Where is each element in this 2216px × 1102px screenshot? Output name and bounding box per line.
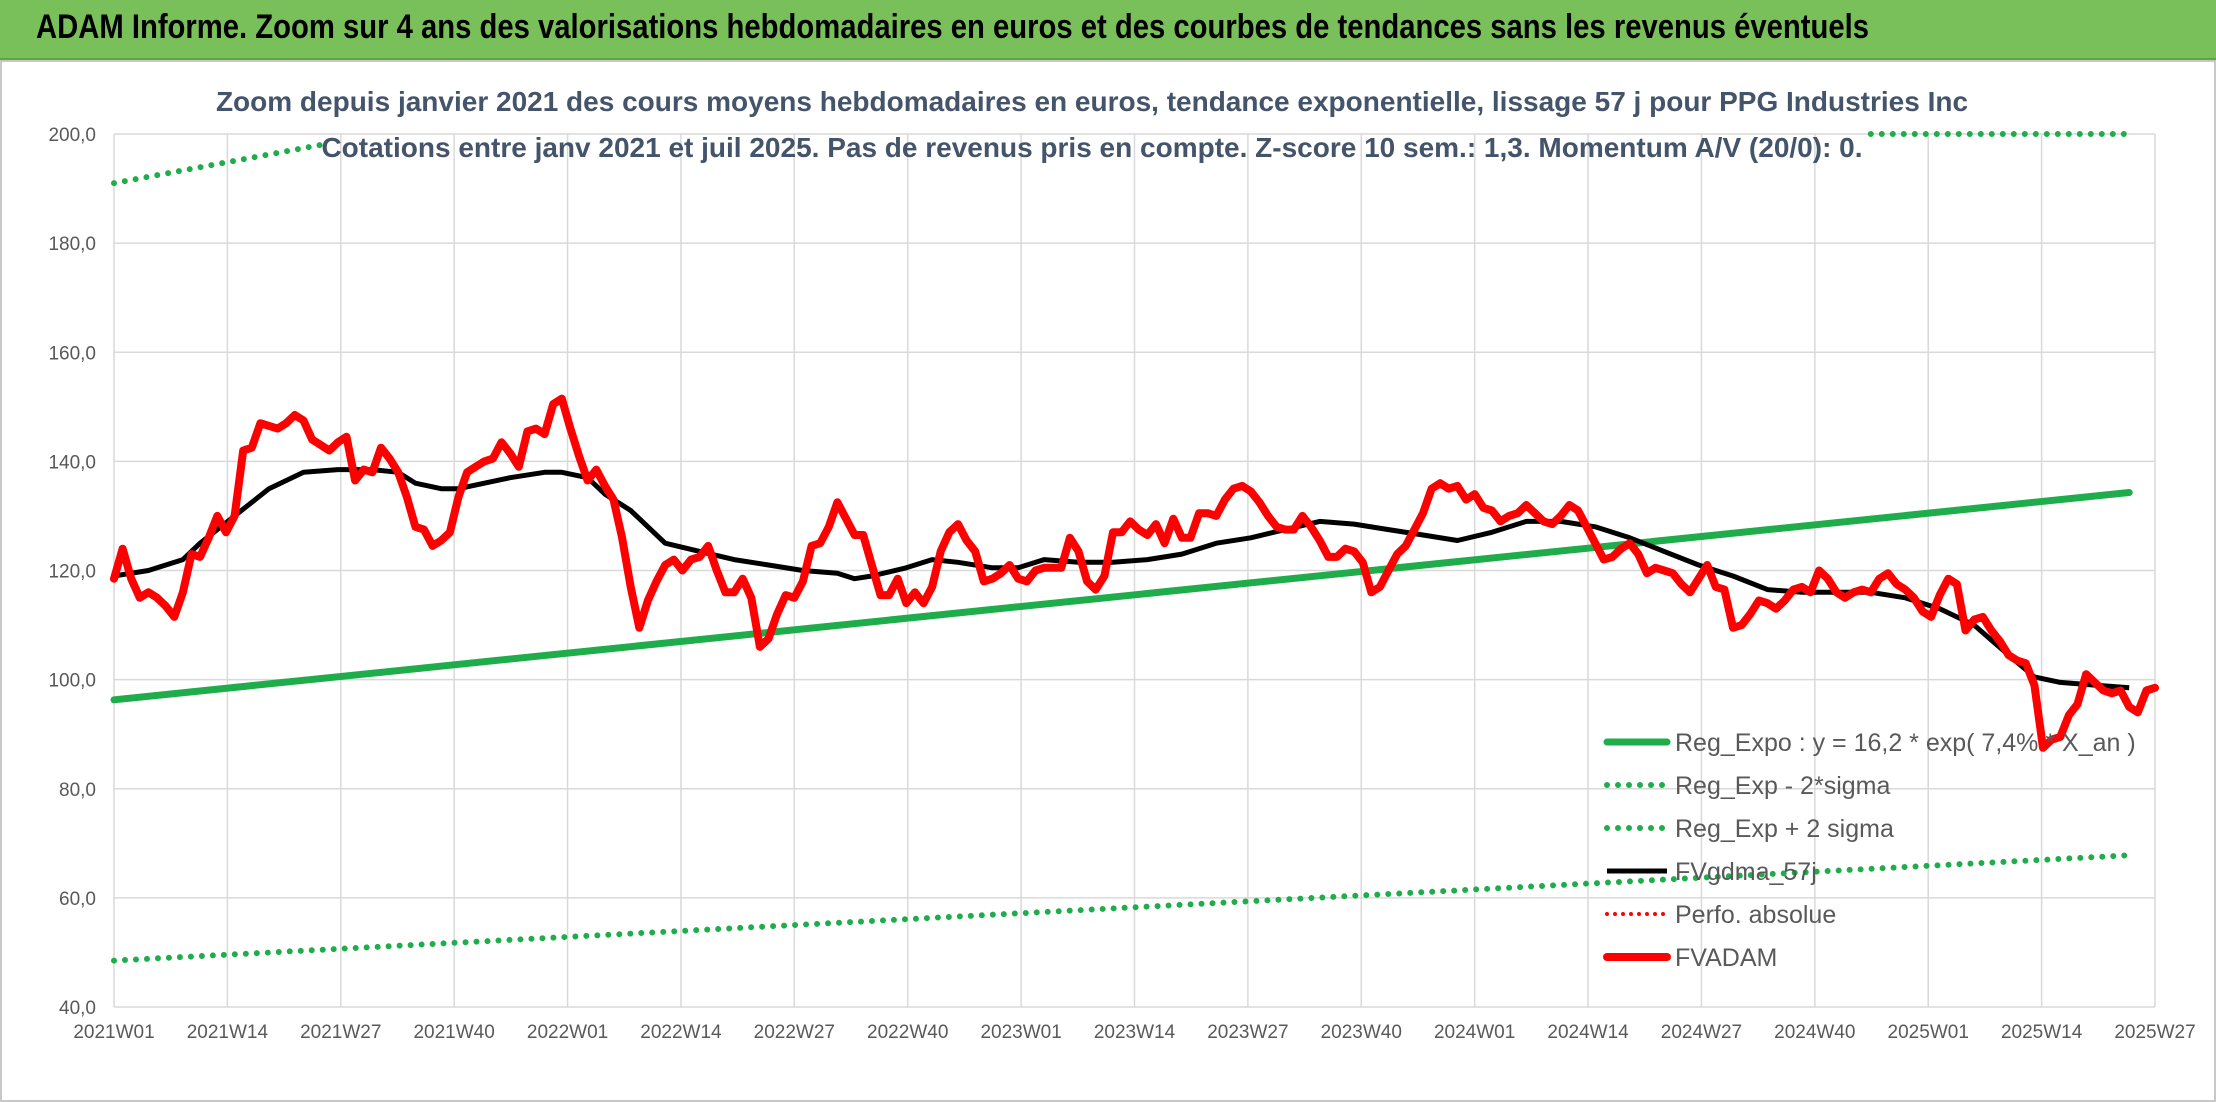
chart-subtitle-1: Zoom depuis janvier 2021 des cours moyen…	[216, 86, 1968, 117]
gridlines	[113, 133, 2156, 1008]
x-tick-label: 2023W14	[1094, 1022, 1176, 1043]
chart-panel: 40,0 60,0 80,0 100,0 120,0 140,0 160,0 180,0 200…	[0, 60, 2216, 1102]
report-title: ADAM Informe. Zoom sur 4 ans des valoris…	[36, 8, 1869, 46]
legend-label: Reg_Expo : y = 16,2 * exp( 7,4% * X_an )	[1675, 729, 2136, 757]
x-tick-label: 2024W14	[1547, 1022, 1629, 1043]
y-tick-label: 80,0	[59, 780, 96, 801]
x-tick-label: 2021W27	[300, 1022, 381, 1043]
series-line-1	[111, 852, 2133, 964]
x-tick-label: 2024W27	[1661, 1022, 1742, 1043]
legend-label: FVADAM	[1675, 944, 1777, 972]
x-tick-label: 2024W40	[1774, 1022, 1855, 1043]
y-tick-label: 120,0	[48, 562, 96, 583]
y-tick-label: 160,0	[48, 343, 96, 364]
x-tick-label: 2022W40	[867, 1022, 948, 1043]
title-banner: ADAM Informe. Zoom sur 4 ans des valoris…	[0, 0, 2216, 60]
legend-label: Perfo. absolue	[1675, 901, 1836, 929]
x-tick-label: 2021W40	[413, 1022, 494, 1043]
y-tick-label: 140,0	[48, 452, 96, 473]
chart-subtitle-2: Cotations entre janv 2021 et juil 2025. …	[321, 132, 1862, 163]
x-tick-label: 2025W01	[1888, 1022, 1969, 1043]
y-tick-label: 100,0	[48, 671, 96, 692]
x-tick-label: 2025W27	[2114, 1022, 2195, 1043]
legend-label: Reg_Exp + 2 sigma	[1675, 815, 1894, 843]
x-axis: 2021W01 2021W14 2021W27 2021W40 2022W01 2022W…	[73, 1022, 2195, 1043]
x-tick-label: 2022W14	[640, 1022, 722, 1043]
y-tick-label: 60,0	[59, 889, 96, 910]
y-axis: 40,0 60,0 80,0 100,0 120,0 140,0 160,0 180,0 200…	[48, 125, 96, 1019]
series-line-3	[113, 467, 2130, 691]
y-tick-label: 180,0	[48, 234, 96, 255]
legend: Reg_Expo : y = 16,2 * exp( 7,4% * X_an )…	[1603, 729, 2136, 972]
x-tick-label: 2024W01	[1434, 1022, 1515, 1043]
x-tick-label: 2021W14	[187, 1022, 269, 1043]
series-line-5	[110, 394, 2159, 752]
legend-label: Reg_Exp - 2*sigma	[1675, 772, 1890, 800]
x-tick-label: 2023W01	[980, 1022, 1061, 1043]
y-tick-label: 40,0	[59, 998, 96, 1019]
x-tick-label: 2022W27	[754, 1022, 835, 1043]
y-tick-label: 200,0	[48, 125, 96, 146]
series-layer	[110, 131, 2159, 964]
x-tick-label: 2023W40	[1321, 1022, 1402, 1043]
series-line-2	[111, 141, 324, 187]
legend-label: FVgdma_57j	[1675, 858, 1817, 886]
x-tick-label: 2025W14	[2001, 1022, 2083, 1043]
x-tick-label: 2022W01	[527, 1022, 608, 1043]
series-line-0	[110, 489, 2133, 704]
x-tick-label: 2021W01	[73, 1022, 154, 1043]
line-chart: 40,0 60,0 80,0 100,0 120,0 140,0 160,0 180,0 200…	[48, 86, 2195, 1043]
x-tick-label: 2023W27	[1207, 1022, 1288, 1043]
